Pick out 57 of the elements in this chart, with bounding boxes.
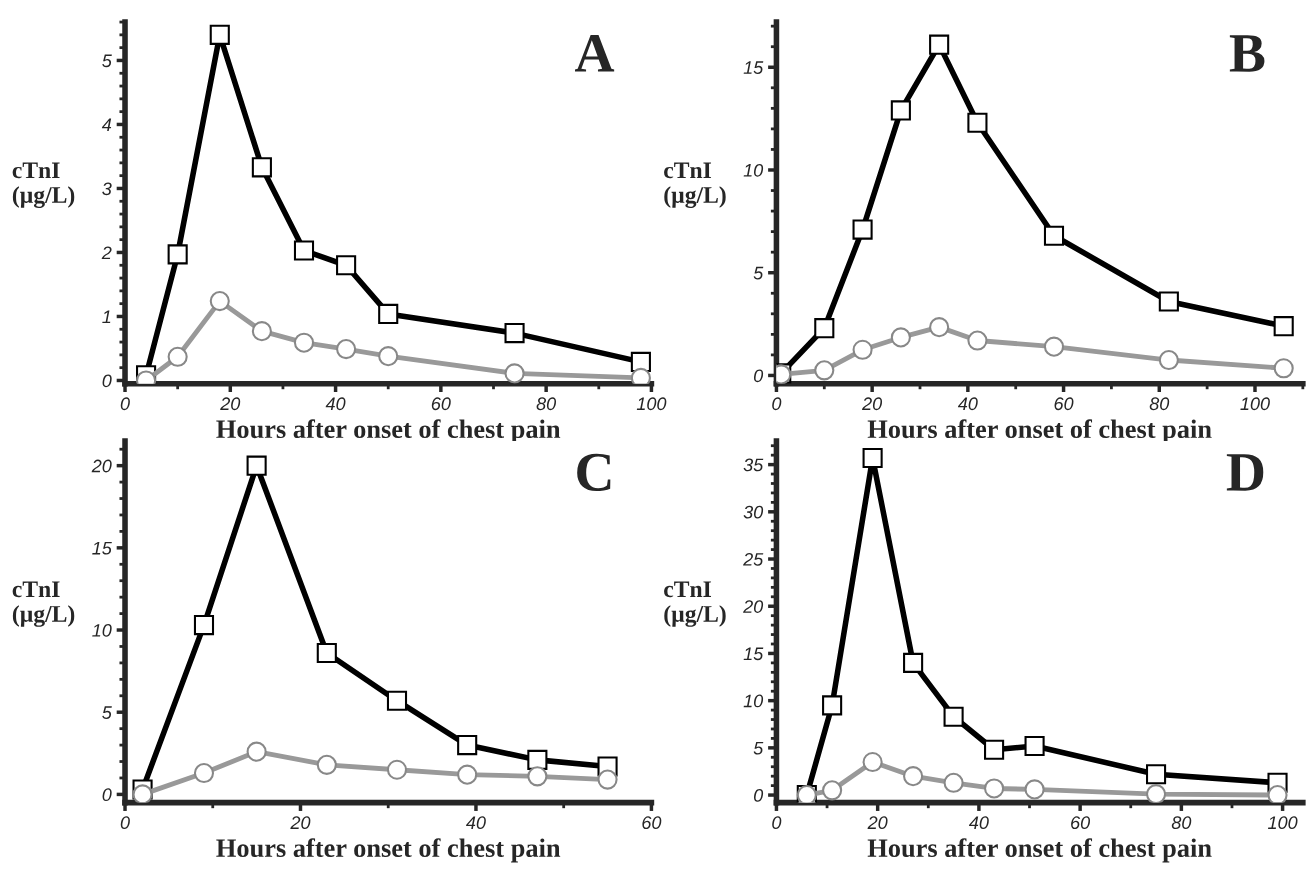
y-tick-label: 3 (102, 182, 112, 196)
x-tick-label: 80 (1171, 816, 1192, 830)
x-tick-label: 100 (1240, 397, 1270, 411)
y-tick-label: 15 (92, 541, 112, 555)
y-tick-label: 30 (743, 505, 764, 519)
x-tick-label: 80 (536, 397, 557, 411)
y-axis-title: cTnI (µg/L) (664, 162, 726, 208)
x-axis-title: Hours after onset of chest pain (867, 838, 1212, 863)
y-tick-label: 4 (101, 118, 112, 131)
y-tick-label: 5 (102, 54, 112, 68)
y-tick-label: 5 (753, 741, 764, 755)
x-tick-label: 0 (772, 397, 782, 411)
x-tick-label: 20 (220, 397, 241, 411)
y-tick-label: 10 (743, 163, 764, 177)
x-tick-label: 60 (642, 816, 662, 830)
y-tick-label: 5 (753, 266, 764, 280)
y-tick-label: 0 (753, 369, 764, 383)
x-axis-title: Hours after onset of chest pain (867, 419, 1212, 444)
y-tick-label: 10 (743, 694, 764, 708)
y-tick-label: 1 (102, 310, 111, 324)
y-tick-label: 5 (102, 706, 112, 719)
x-tick-label: 0 (120, 816, 130, 830)
x-axis-title: Hours after onset of chest pain (216, 419, 561, 444)
x-tick-label: 0 (772, 816, 782, 830)
x-tick-label: 80 (1149, 397, 1170, 411)
x-tick-label: 40 (325, 397, 346, 411)
x-tick-label: 20 (290, 816, 311, 830)
x-tick-label: 20 (862, 397, 883, 411)
x-tick-label: 60 (431, 397, 451, 411)
y-tick-label: 15 (743, 647, 764, 661)
y-tick-label: 25 (743, 552, 764, 566)
y-tick-label: 15 (743, 61, 764, 74)
x-tick-label: 40 (957, 397, 978, 411)
chart-title: D (1226, 454, 1264, 491)
chart-title: A (575, 34, 615, 72)
y-tick-label: 2 (101, 246, 112, 260)
y-tick-label: 20 (743, 600, 764, 613)
x-tick-label: 0 (120, 397, 130, 411)
chart-title: B (1229, 35, 1265, 72)
x-tick-label: 20 (867, 816, 888, 830)
y-axis-title: cTnI (µg/L) (12, 162, 75, 208)
y-tick-label: 20 (91, 459, 112, 473)
x-axis-title: Hours after onset of chest pain (216, 838, 561, 863)
y-tick-label: 0 (753, 789, 764, 802)
y-axis-title: cTnI (µg/L) (12, 581, 75, 627)
y-axis-title: cTnI (µg/L) (664, 581, 726, 627)
y-tick-label: 35 (743, 458, 764, 472)
y-tick-label: 0 (102, 374, 112, 388)
chart-title: C (577, 453, 611, 492)
x-tick-label: 40 (968, 816, 989, 830)
x-tick-label: 60 (1054, 397, 1074, 411)
x-tick-label: 100 (636, 397, 667, 411)
x-tick-label: 60 (1071, 816, 1091, 830)
x-tick-label: 40 (466, 816, 486, 830)
x-tick-label: 100 (1268, 816, 1298, 830)
y-tick-label: 10 (92, 623, 112, 637)
y-tick-label: 0 (102, 788, 112, 802)
